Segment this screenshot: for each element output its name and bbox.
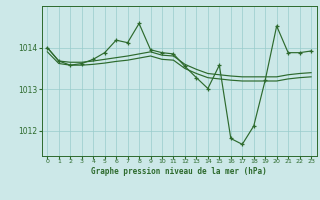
X-axis label: Graphe pression niveau de la mer (hPa): Graphe pression niveau de la mer (hPa) [91,167,267,176]
